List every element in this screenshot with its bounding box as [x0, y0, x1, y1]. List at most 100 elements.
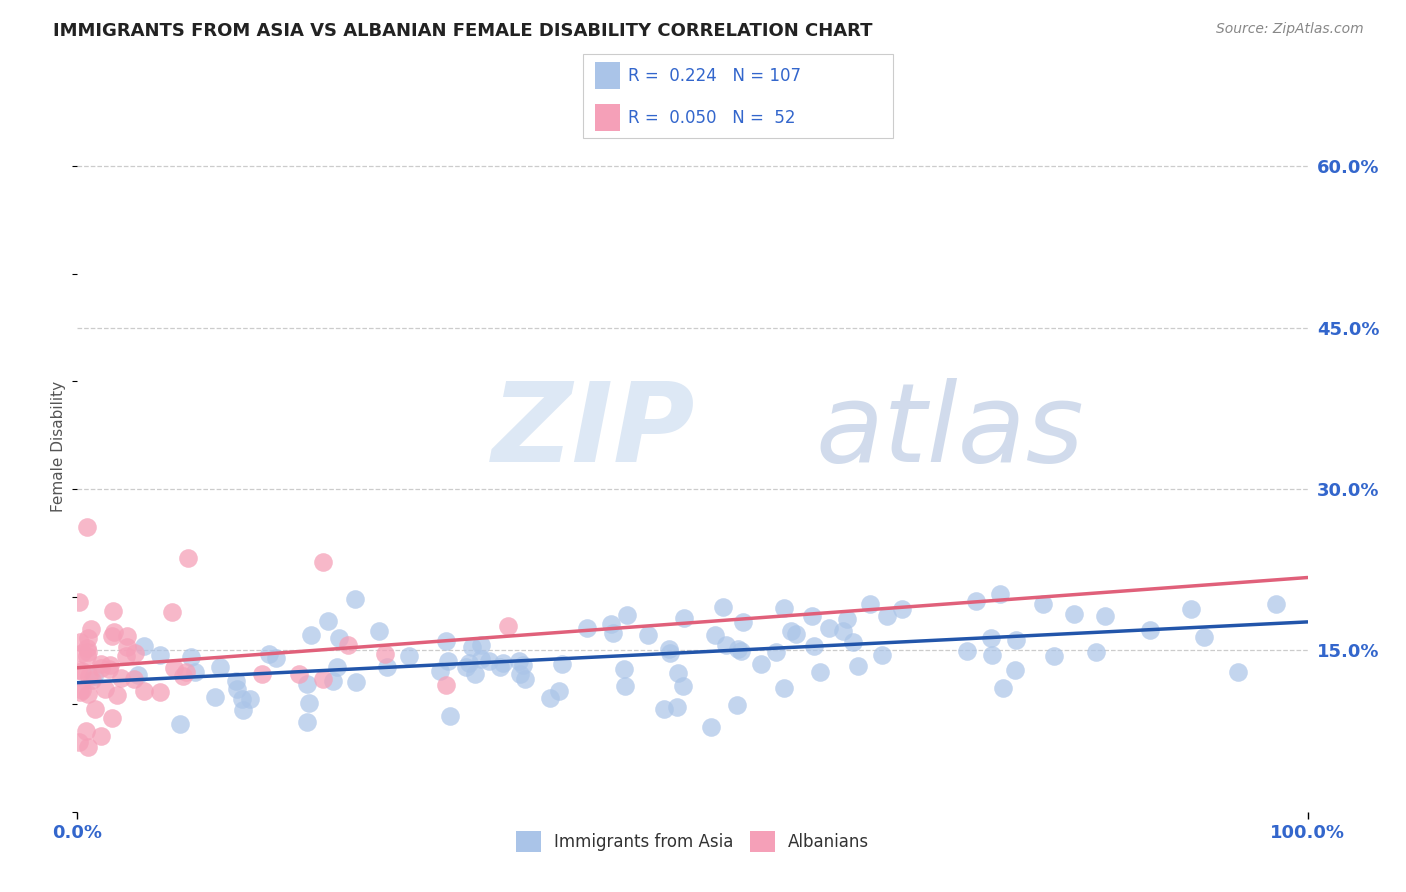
Point	[859, 598, 882, 612]
Point	[114, 648, 136, 663]
Point	[257, 647, 280, 661]
Point	[343, 591, 366, 606]
Point	[538, 691, 561, 706]
Point	[176, 665, 198, 680]
Point	[76, 519, 98, 533]
Point	[101, 629, 124, 643]
Point	[955, 644, 977, 658]
Point	[429, 664, 451, 678]
Point	[312, 555, 335, 569]
Point	[458, 657, 481, 671]
Point	[613, 662, 636, 676]
Point	[818, 622, 841, 636]
Point	[169, 717, 191, 731]
Point	[1063, 607, 1085, 621]
Point	[250, 666, 273, 681]
Point	[658, 646, 681, 660]
Point	[225, 673, 247, 688]
Point	[436, 654, 458, 668]
Point	[344, 674, 367, 689]
Point	[76, 644, 98, 658]
Point	[1085, 645, 1108, 659]
Point	[492, 656, 515, 670]
Point	[80, 673, 103, 687]
Point	[704, 627, 727, 641]
Point	[831, 624, 853, 639]
Point	[115, 640, 138, 655]
Point	[1094, 609, 1116, 624]
Point	[548, 683, 571, 698]
Point	[162, 661, 184, 675]
Point	[70, 664, 93, 678]
Point	[184, 665, 207, 680]
Point	[77, 740, 100, 755]
Point	[1004, 663, 1026, 677]
Point	[876, 608, 898, 623]
Legend: Immigrants from Asia, Albanians: Immigrants from Asia, Albanians	[509, 824, 876, 858]
Text: IMMIGRANTS FROM ASIA VS ALBANIAN FEMALE DISABILITY CORRELATION CHART: IMMIGRANTS FROM ASIA VS ALBANIAN FEMALE …	[53, 22, 873, 40]
Point	[980, 631, 1002, 645]
Point	[69, 685, 91, 699]
Point	[298, 696, 321, 710]
Point	[842, 634, 865, 648]
Point	[69, 634, 91, 648]
Point	[1139, 624, 1161, 638]
Point	[90, 657, 112, 672]
Point	[470, 638, 492, 652]
Point	[652, 702, 675, 716]
Point	[614, 680, 637, 694]
Point	[749, 657, 772, 671]
Point	[727, 641, 749, 656]
Point	[602, 625, 624, 640]
Point	[672, 611, 695, 625]
Point	[149, 685, 172, 699]
Point	[512, 657, 534, 672]
Point	[312, 673, 335, 687]
Point	[124, 646, 146, 660]
Point	[434, 633, 457, 648]
Point	[177, 550, 200, 565]
Point	[496, 619, 519, 633]
Y-axis label: Female Disability: Female Disability	[51, 380, 66, 512]
Point	[699, 720, 721, 734]
Point	[731, 615, 754, 629]
Point	[616, 607, 638, 622]
Point	[508, 654, 530, 668]
Point	[98, 657, 121, 672]
Point	[72, 683, 94, 698]
Text: R =  0.224   N = 107: R = 0.224 N = 107	[628, 67, 801, 85]
Point	[76, 687, 98, 701]
Point	[328, 631, 350, 645]
Point	[326, 659, 349, 673]
Point	[316, 614, 339, 628]
Point	[132, 639, 155, 653]
Point	[297, 677, 319, 691]
Point	[264, 651, 287, 665]
Point	[75, 724, 97, 739]
Point	[172, 669, 194, 683]
Point	[288, 667, 311, 681]
Point	[98, 662, 121, 676]
Point	[77, 631, 100, 645]
Point	[115, 629, 138, 643]
Point	[461, 640, 484, 655]
Point	[672, 679, 695, 693]
Point	[1042, 649, 1064, 664]
Point	[80, 622, 103, 636]
Point	[70, 646, 93, 660]
Point	[204, 690, 226, 704]
Point	[725, 698, 748, 713]
Point	[846, 659, 869, 673]
Point	[231, 692, 253, 706]
Point	[765, 645, 787, 659]
Point	[398, 648, 420, 663]
Point	[375, 660, 398, 674]
Point	[1032, 597, 1054, 611]
Text: Source: ZipAtlas.com: Source: ZipAtlas.com	[1216, 22, 1364, 37]
Point	[180, 649, 202, 664]
Point	[100, 711, 122, 725]
Point	[509, 667, 531, 681]
Point	[439, 708, 461, 723]
Point	[800, 609, 823, 624]
Text: atlas: atlas	[815, 378, 1084, 485]
